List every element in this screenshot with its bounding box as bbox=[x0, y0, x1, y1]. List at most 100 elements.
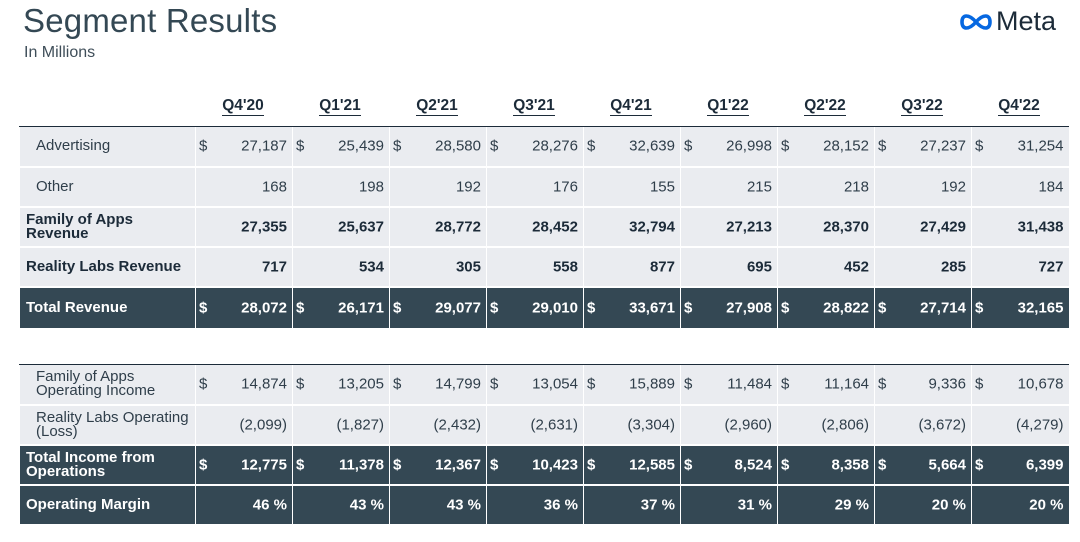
table-row: Total Revenue $28,072 $26,171 $29,077 $29,01… bbox=[19, 286, 1069, 330]
cell-value: 33,671 bbox=[629, 299, 675, 316]
cell-value: 11,378 bbox=[338, 456, 384, 473]
quarter-header: Q4'21 bbox=[610, 97, 652, 116]
currency-symbol: $ bbox=[296, 137, 305, 155]
cell-value: 12,585 bbox=[629, 456, 675, 473]
cell-value: 37 % bbox=[640, 496, 675, 513]
cell-value: 27,355 bbox=[241, 218, 287, 235]
cell-value: 8,524 bbox=[734, 456, 772, 473]
cell-value: 184 bbox=[1038, 178, 1064, 195]
table-cell: (3,672) bbox=[874, 404, 972, 446]
cell-value: (3,304) bbox=[627, 416, 675, 433]
table-row: Reality Labs Revenue 717 534 305 558 877 695 45… bbox=[19, 246, 1069, 288]
table-cell: $33,671 bbox=[583, 286, 681, 330]
currency-symbol: $ bbox=[781, 137, 790, 155]
cell-value: 11,484 bbox=[727, 375, 772, 393]
cell-value: 192 bbox=[940, 178, 966, 195]
cell-value: 13,054 bbox=[532, 375, 578, 393]
cell-value: 15,889 bbox=[629, 375, 675, 393]
table-cell: 31,438 bbox=[971, 206, 1069, 248]
table-cell: $26,171 bbox=[292, 286, 390, 330]
table-cell: $32,165 bbox=[971, 286, 1069, 330]
table-cell: $31,254 bbox=[971, 126, 1069, 168]
row-label: Total Income from Operations bbox=[19, 444, 196, 486]
table-cell: (2,631) bbox=[486, 404, 584, 446]
cell-value: (3,672) bbox=[918, 416, 966, 433]
cell-value: 31 % bbox=[737, 496, 772, 513]
cell-value: 27,237 bbox=[920, 137, 966, 155]
cell-value: 12,775 bbox=[241, 456, 287, 473]
currency-symbol: $ bbox=[490, 456, 499, 473]
row-label: Advertising bbox=[19, 126, 196, 168]
currency-symbol: $ bbox=[490, 137, 499, 155]
meta-infinity-icon bbox=[960, 13, 992, 30]
table-cell: 43 % bbox=[292, 484, 390, 526]
table-cell: $32,639 bbox=[583, 126, 681, 168]
meta-logo: Meta bbox=[958, 6, 1056, 37]
currency-symbol: $ bbox=[975, 375, 984, 393]
cell-value: 27,908 bbox=[726, 299, 772, 316]
table-cell: 452 bbox=[777, 246, 875, 288]
quarter-header: Q2'21 bbox=[416, 97, 458, 116]
cell-value: (4,279) bbox=[1015, 416, 1064, 433]
table-cell: $14,799 bbox=[389, 364, 487, 406]
table-cell: (3,304) bbox=[583, 404, 681, 446]
table-cell: $14,874 bbox=[195, 364, 293, 406]
cell-value: 46 % bbox=[252, 496, 287, 513]
row-label: Operating Margin bbox=[19, 484, 196, 526]
table-cell: $15,889 bbox=[583, 364, 681, 406]
currency-symbol: $ bbox=[781, 299, 790, 316]
cell-value: 877 bbox=[649, 258, 675, 275]
table-cell: 218 bbox=[777, 166, 875, 208]
revenue-table: Advertising $27,187 $25,439 $28,580 $28,276 $… bbox=[19, 126, 1069, 330]
cell-value: 11,164 bbox=[824, 375, 869, 393]
cell-value: (2,432) bbox=[433, 416, 481, 433]
currency-symbol: $ bbox=[587, 299, 596, 316]
table-cell: 176 bbox=[486, 166, 584, 208]
cell-value: 32,639 bbox=[629, 137, 675, 155]
page-title: Segment Results bbox=[23, 2, 278, 39]
table-cell: $6,399 bbox=[971, 444, 1069, 486]
table-cell: 877 bbox=[583, 246, 681, 288]
table-cell: 534 bbox=[292, 246, 390, 288]
cell-value: 534 bbox=[358, 258, 384, 275]
cell-value: 28,370 bbox=[823, 218, 869, 235]
table-cell: $11,378 bbox=[292, 444, 390, 486]
cell-value: 28,152 bbox=[823, 137, 869, 155]
cell-value: 29,010 bbox=[532, 299, 578, 316]
table-cell: 29 % bbox=[777, 484, 875, 526]
table-cell: $28,152 bbox=[777, 126, 875, 168]
table-cell: 28,370 bbox=[777, 206, 875, 248]
table-cell: 727 bbox=[971, 246, 1069, 288]
cell-value: 25,637 bbox=[338, 218, 384, 235]
cell-value: 695 bbox=[746, 258, 772, 275]
table-cell: $5,664 bbox=[874, 444, 972, 486]
cell-value: 28,276 bbox=[532, 137, 578, 155]
table-cell: $9,336 bbox=[874, 364, 972, 406]
table-cell: 27,213 bbox=[680, 206, 778, 248]
table-cell: $12,775 bbox=[195, 444, 293, 486]
cell-value: 176 bbox=[552, 178, 578, 195]
cell-value: 452 bbox=[843, 258, 869, 275]
currency-symbol: $ bbox=[975, 137, 984, 155]
table-cell: (2,806) bbox=[777, 404, 875, 446]
table-cell: (2,099) bbox=[195, 404, 293, 446]
cell-value: 192 bbox=[455, 178, 481, 195]
cell-value: 43 % bbox=[349, 496, 384, 513]
table-cell: $12,367 bbox=[389, 444, 487, 486]
currency-symbol: $ bbox=[781, 456, 790, 473]
table-row: Operating Margin 46 % 43 % 43 % 36 % 37 % 31 %… bbox=[19, 484, 1069, 526]
table-cell: $8,358 bbox=[777, 444, 875, 486]
table-cell: $29,077 bbox=[389, 286, 487, 330]
table-cell: $27,187 bbox=[195, 126, 293, 168]
cell-value: 9,336 bbox=[928, 375, 966, 393]
row-label: Other bbox=[19, 166, 196, 208]
cell-value: 5,664 bbox=[928, 456, 966, 473]
cell-value: 28,072 bbox=[241, 299, 287, 316]
table-cell: $12,585 bbox=[583, 444, 681, 486]
cell-value: 20 % bbox=[1029, 496, 1064, 513]
currency-symbol: $ bbox=[199, 375, 208, 393]
cell-value: 27,187 bbox=[241, 137, 287, 155]
table-cell: $13,054 bbox=[486, 364, 584, 406]
table-cell: 155 bbox=[583, 166, 681, 208]
cell-value: 285 bbox=[940, 258, 966, 275]
